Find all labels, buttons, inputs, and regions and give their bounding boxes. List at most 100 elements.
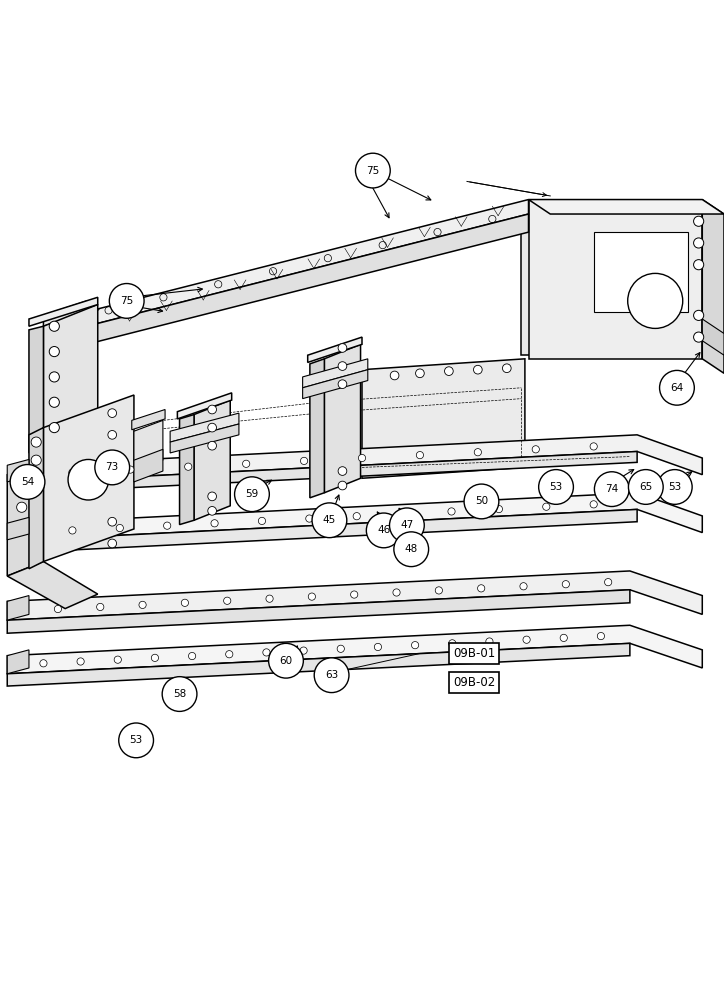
Circle shape bbox=[224, 597, 231, 604]
Circle shape bbox=[393, 589, 400, 596]
Circle shape bbox=[355, 153, 390, 188]
Circle shape bbox=[394, 532, 429, 567]
Circle shape bbox=[185, 463, 192, 470]
Circle shape bbox=[266, 595, 273, 602]
Circle shape bbox=[96, 603, 104, 611]
Circle shape bbox=[208, 423, 216, 432]
Text: 75: 75 bbox=[120, 296, 133, 306]
Circle shape bbox=[411, 642, 418, 649]
Circle shape bbox=[539, 470, 573, 504]
Circle shape bbox=[300, 647, 307, 654]
Polygon shape bbox=[29, 451, 637, 493]
Circle shape bbox=[17, 488, 27, 498]
Polygon shape bbox=[43, 395, 134, 562]
Text: 64: 64 bbox=[670, 383, 683, 393]
Text: 47: 47 bbox=[400, 520, 413, 530]
Circle shape bbox=[77, 658, 84, 665]
Circle shape bbox=[116, 524, 123, 532]
Circle shape bbox=[350, 591, 358, 598]
Polygon shape bbox=[529, 200, 724, 214]
Polygon shape bbox=[134, 420, 163, 471]
Circle shape bbox=[464, 484, 499, 519]
Circle shape bbox=[151, 654, 159, 661]
Polygon shape bbox=[7, 517, 29, 540]
Circle shape bbox=[31, 455, 41, 465]
Polygon shape bbox=[702, 200, 724, 373]
Circle shape bbox=[211, 520, 218, 527]
Polygon shape bbox=[29, 428, 43, 569]
Polygon shape bbox=[72, 200, 529, 330]
Circle shape bbox=[358, 454, 366, 462]
Circle shape bbox=[306, 515, 313, 522]
Text: 53: 53 bbox=[130, 735, 143, 745]
Circle shape bbox=[95, 450, 130, 485]
Polygon shape bbox=[7, 571, 702, 620]
Circle shape bbox=[164, 522, 171, 529]
Circle shape bbox=[390, 508, 424, 543]
Circle shape bbox=[563, 581, 570, 588]
Circle shape bbox=[495, 505, 502, 513]
Circle shape bbox=[694, 260, 704, 270]
Polygon shape bbox=[43, 305, 98, 449]
Circle shape bbox=[188, 652, 195, 660]
Polygon shape bbox=[7, 596, 29, 620]
Polygon shape bbox=[702, 319, 724, 355]
Circle shape bbox=[448, 508, 455, 515]
Circle shape bbox=[49, 347, 59, 357]
Circle shape bbox=[226, 651, 233, 658]
Circle shape bbox=[543, 503, 550, 510]
Circle shape bbox=[478, 585, 485, 592]
Circle shape bbox=[49, 423, 59, 433]
Circle shape bbox=[54, 605, 62, 613]
Text: 53: 53 bbox=[550, 482, 563, 492]
Text: 75: 75 bbox=[366, 166, 379, 176]
Polygon shape bbox=[529, 200, 702, 359]
Circle shape bbox=[445, 367, 453, 375]
Circle shape bbox=[208, 441, 216, 450]
Polygon shape bbox=[194, 400, 230, 520]
Polygon shape bbox=[521, 210, 702, 355]
Circle shape bbox=[338, 467, 347, 475]
Circle shape bbox=[473, 365, 482, 374]
Circle shape bbox=[31, 473, 41, 483]
Circle shape bbox=[17, 502, 27, 512]
Circle shape bbox=[119, 723, 153, 758]
Text: 53: 53 bbox=[668, 482, 681, 492]
Circle shape bbox=[312, 503, 347, 538]
Circle shape bbox=[49, 372, 59, 382]
Circle shape bbox=[263, 649, 270, 656]
Polygon shape bbox=[72, 214, 529, 348]
Circle shape bbox=[108, 517, 117, 526]
Circle shape bbox=[660, 370, 694, 405]
Circle shape bbox=[208, 405, 216, 414]
Circle shape bbox=[49, 397, 59, 407]
Text: 09B-02: 09B-02 bbox=[453, 676, 495, 689]
Circle shape bbox=[694, 310, 704, 320]
Polygon shape bbox=[362, 359, 525, 467]
Polygon shape bbox=[303, 359, 368, 388]
Polygon shape bbox=[308, 337, 362, 362]
Circle shape bbox=[109, 284, 144, 318]
Circle shape bbox=[628, 470, 663, 504]
Circle shape bbox=[69, 527, 76, 534]
Text: 63: 63 bbox=[325, 670, 338, 680]
Polygon shape bbox=[7, 460, 43, 576]
Circle shape bbox=[366, 513, 401, 548]
Circle shape bbox=[308, 593, 316, 600]
Circle shape bbox=[208, 492, 216, 501]
Circle shape bbox=[338, 481, 347, 490]
Circle shape bbox=[449, 640, 456, 647]
Polygon shape bbox=[29, 509, 637, 552]
Text: 58: 58 bbox=[173, 689, 186, 699]
Polygon shape bbox=[170, 413, 239, 442]
Circle shape bbox=[523, 636, 530, 643]
Polygon shape bbox=[29, 326, 43, 453]
Circle shape bbox=[400, 510, 408, 517]
Circle shape bbox=[269, 643, 303, 678]
Circle shape bbox=[69, 469, 76, 476]
Polygon shape bbox=[324, 344, 361, 493]
Circle shape bbox=[353, 513, 361, 520]
Circle shape bbox=[127, 466, 134, 473]
Polygon shape bbox=[7, 643, 630, 681]
Circle shape bbox=[532, 446, 539, 453]
